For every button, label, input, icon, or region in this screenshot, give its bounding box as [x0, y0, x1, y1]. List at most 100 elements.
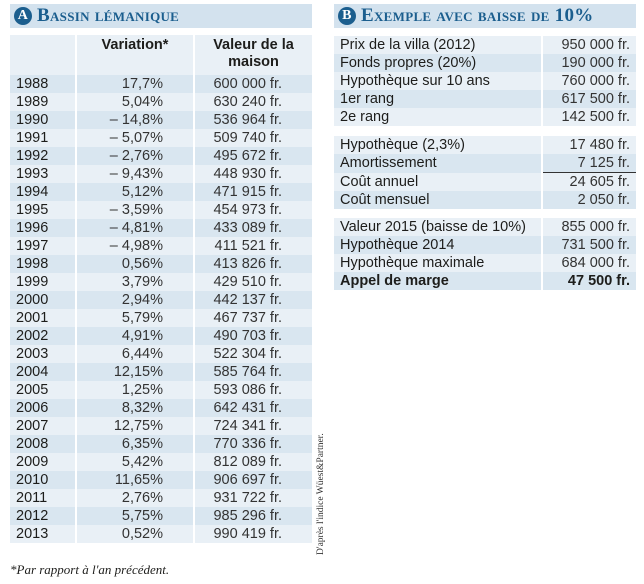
table-row: Hypothèque (2,3%) 17 480 fr.: [334, 136, 636, 154]
variation-cell: 2,76%: [75, 489, 194, 507]
amount-cell: 855 000 fr.: [541, 218, 636, 236]
label-cell: 1er rang: [334, 90, 542, 108]
table-row: 2010 11,65% 906 697 fr.: [10, 471, 312, 489]
source-note: D'après l'indice Wüest&Partner.: [316, 433, 326, 555]
house-value-table: Variation* Valeur de la maison 1988 17,7%…: [10, 35, 312, 543]
col-value: Valeur de la maison: [193, 35, 312, 75]
year-cell: 2005: [10, 381, 76, 399]
year-cell: 1993: [10, 165, 76, 183]
variation-cell: 5,75%: [75, 507, 194, 525]
table-row: 1998 0,56% 413 826 fr.: [10, 255, 312, 273]
value-cell: 985 296 fr.: [193, 507, 312, 525]
amount-cell: 142 500 fr.: [541, 108, 636, 126]
amount-cell: 731 500 fr.: [541, 236, 636, 254]
variation-cell: 0,56%: [75, 255, 194, 273]
amount-cell: 617 500 fr.: [541, 90, 636, 108]
year-cell: 2013: [10, 525, 76, 543]
amount-cell: 17 480 fr.: [541, 136, 636, 154]
table-row: 1993– 9,43% 448 930 fr.: [10, 165, 312, 183]
value-cell: 642 431 fr.: [193, 399, 312, 417]
value-cell: 429 510 fr.: [193, 273, 312, 291]
variation-cell: – 4,98%: [75, 237, 194, 255]
value-cell: 495 672 fr.: [193, 147, 312, 165]
table-row: Hypothèque maximale 684 000 fr.: [334, 254, 636, 272]
table-row: 1997– 4,98% 411 521 fr.: [10, 237, 312, 255]
table-row: Coût annuel 24 605 fr.: [334, 172, 636, 191]
year-cell: 1995: [10, 201, 76, 219]
amount-cell: 24 605 fr.: [541, 172, 636, 191]
amount-cell: 47 500 fr.: [541, 272, 636, 290]
variation-cell: 17,7%: [75, 75, 194, 93]
section-a-title: Bassin lémanique: [37, 5, 180, 26]
table-row: Hypothèque 2014 731 500 fr.: [334, 236, 636, 254]
variation-cell: – 3,59%: [75, 201, 194, 219]
section-b-badge: B: [338, 7, 356, 25]
label-cell: Hypothèque (2,3%): [334, 136, 542, 154]
variation-cell: 0,52%: [75, 525, 194, 543]
table-row: 2003 6,44% 522 304 fr.: [10, 345, 312, 363]
value-cell: 536 964 fr.: [193, 111, 312, 129]
table-row: Hypothèque sur 10 ans 760 000 fr.: [334, 72, 636, 90]
table-row: 1988 17,7% 600 000 fr.: [10, 75, 312, 93]
value-cell: 522 304 fr.: [193, 345, 312, 363]
label-cell: Fonds propres (20%): [334, 54, 542, 72]
table-row: 2006 8,32% 642 431 fr.: [10, 399, 312, 417]
value-cell: 448 930 fr.: [193, 165, 312, 183]
label-cell: Hypothèque 2014: [334, 236, 542, 254]
variation-cell: 12,15%: [75, 363, 194, 381]
value-cell: 442 137 fr.: [193, 291, 312, 309]
year-cell: 2003: [10, 345, 76, 363]
table-row: 1996– 4,81% 433 089 fr.: [10, 219, 312, 237]
table-row: Amortissement 7 125 fr.: [334, 154, 636, 173]
year-cell: 1988: [10, 75, 76, 93]
variation-cell: – 14,8%: [75, 111, 194, 129]
year-cell: 1992: [10, 147, 76, 165]
footnote: *Par rapport à l'an précédent.: [10, 562, 170, 577]
table-row: 2008 6,35% 770 336 fr.: [10, 435, 312, 453]
value-cell: 931 722 fr.: [193, 489, 312, 507]
year-cell: 1994: [10, 183, 76, 201]
label-cell: Appel de marge: [334, 272, 542, 290]
label-cell: Prix de la villa (2012): [334, 36, 542, 54]
amount-cell: 950 000 fr.: [541, 36, 636, 54]
table-row: Valeur 2015 (baisse de 10%) 855 000 fr.: [334, 218, 636, 236]
value-cell: 600 000 fr.: [193, 75, 312, 93]
year-cell: 2004: [10, 363, 76, 381]
section-b-title: Exemple avec baisse de 10%: [361, 5, 594, 26]
table-row: Coût mensuel 2 050 fr.: [334, 191, 636, 209]
variation-cell: 5,79%: [75, 309, 194, 327]
table-row: 1989 5,04% 630 240 fr.: [10, 93, 312, 111]
year-cell: 1989: [10, 93, 76, 111]
year-cell: 1999: [10, 273, 76, 291]
example-group-2: Hypothèque (2,3%) 17 480 fr. Amortissement…: [334, 136, 636, 209]
col-value-label: Valeur de la maison: [213, 37, 294, 70]
label-cell: Hypothèque maximale: [334, 254, 542, 272]
year-cell: 2010: [10, 471, 76, 489]
value-cell: 990 419 fr.: [193, 525, 312, 543]
table-row: 1992– 2,76% 495 672 fr.: [10, 147, 312, 165]
year-cell: 2008: [10, 435, 76, 453]
table-row: 2012 5,75% 985 296 fr.: [10, 507, 312, 525]
variation-cell: 6,35%: [75, 435, 194, 453]
value-cell: 433 089 fr.: [193, 219, 312, 237]
variation-cell: – 5,07%: [75, 129, 194, 147]
value-cell: 471 915 fr.: [193, 183, 312, 201]
value-cell: 593 086 fr.: [193, 381, 312, 399]
amount-cell: 2 050 fr.: [541, 191, 636, 209]
label-cell: Valeur 2015 (baisse de 10%): [334, 218, 542, 236]
table-row: 2002 4,91% 490 703 fr.: [10, 327, 312, 345]
value-cell: 509 740 fr.: [193, 129, 312, 147]
value-cell: 490 703 fr.: [193, 327, 312, 345]
table-row: 2013 0,52% 990 419 fr.: [10, 525, 312, 543]
table-row: 2011 2,76% 931 722 fr.: [10, 489, 312, 507]
value-cell: 454 973 fr.: [193, 201, 312, 219]
variation-cell: 1,25%: [75, 381, 194, 399]
year-cell: 1991: [10, 129, 76, 147]
year-cell: 2001: [10, 309, 76, 327]
table-row: 2004 12,15% 585 764 fr.: [10, 363, 312, 381]
variation-cell: – 9,43%: [75, 165, 194, 183]
table-row: Prix de la villa (2012) 950 000 fr.: [334, 36, 636, 54]
table-row: 1990– 14,8% 536 964 fr.: [10, 111, 312, 129]
table-row: 1er rang 617 500 fr.: [334, 90, 636, 108]
example-group-1: Prix de la villa (2012) 950 000 fr. Fonds …: [334, 36, 636, 126]
